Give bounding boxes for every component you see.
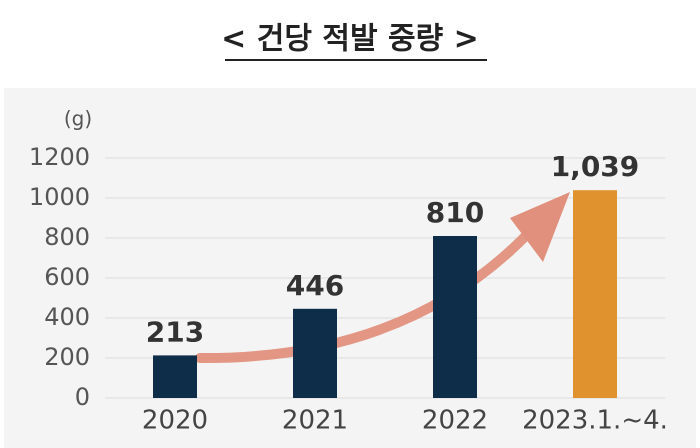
- chart-title: < 건당 적발 중량 >: [221, 22, 479, 57]
- x-tick-label: 2023.1.~4.: [522, 406, 668, 436]
- y-tick-label: 400: [44, 303, 90, 331]
- value-label: 810: [426, 196, 484, 229]
- y-tick-label: 1000: [29, 183, 90, 211]
- y-tick-label: 600: [44, 263, 90, 291]
- bar: [433, 236, 477, 398]
- x-tick-label: 2021: [282, 406, 348, 436]
- value-label: 446: [286, 269, 344, 302]
- bar: [293, 308, 337, 398]
- y-tick-label: 800: [44, 223, 90, 251]
- y-tick-label: 0: [75, 383, 90, 411]
- bar: [153, 355, 197, 398]
- bar: [573, 190, 617, 398]
- y-tick-label: 1200: [29, 143, 90, 171]
- trend-arrow: [195, 210, 550, 364]
- value-label: 213: [146, 315, 204, 348]
- marks: [153, 190, 617, 398]
- value-label: 1,039: [551, 150, 640, 183]
- y-axis-unit: (g): [64, 107, 92, 131]
- trend-arrowhead: [510, 192, 570, 262]
- x-tick-label: 2020: [142, 406, 208, 436]
- x-tick-label: 2022: [422, 406, 488, 436]
- y-tick-label: 200: [44, 343, 90, 371]
